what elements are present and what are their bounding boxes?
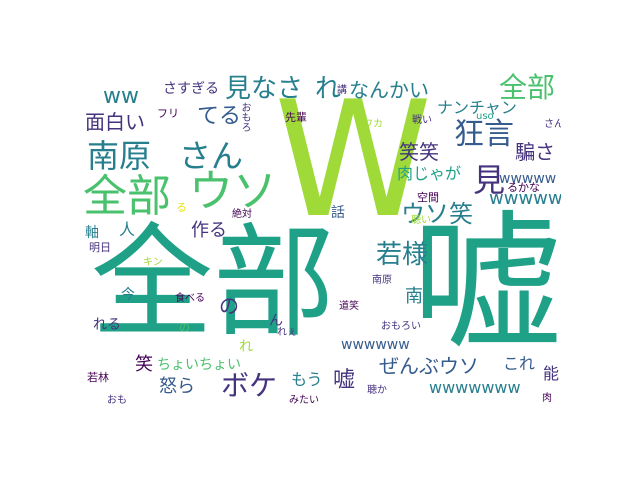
word-wakasama: 若様 (376, 240, 429, 270)
word-nanbara: 南原 (87, 137, 152, 175)
word-mou: もう (291, 370, 323, 389)
word-ima: 今 (121, 287, 135, 303)
word-damasa: 騙さ (515, 140, 555, 164)
word-nanbara-small: 南原 (372, 275, 392, 286)
word-wwwwwww: wwwwwww (429, 378, 521, 397)
word-sasugiru: さすぎる (163, 81, 219, 97)
word-zenbu-medium: 全部 (83, 171, 171, 222)
word-re-small: れ (239, 339, 253, 355)
word-re: れ (315, 74, 342, 104)
word-dou-wara: 道笑 (339, 301, 359, 312)
word-tsukuru: 作る (191, 220, 227, 241)
word-wwwww-a: wwwww (499, 171, 557, 187)
word-minasa: 見なさ (225, 74, 304, 104)
word-hanashi: 話 (331, 205, 345, 221)
word-omo: おも (107, 395, 127, 406)
word-nanchan: ナンチャン (437, 98, 517, 117)
word-nou: 能 (543, 364, 560, 383)
word-nankai: なんかい (349, 78, 429, 102)
word-zenbu-small: 全部 (499, 71, 556, 104)
word-ww: ww (103, 84, 139, 109)
word-uso-small: 嘘 (333, 368, 356, 393)
word-omoro: おもろ (239, 102, 250, 132)
word-waka: ワカ (363, 119, 383, 130)
word-niku: 肉 (542, 393, 552, 404)
word-ashita: 明日 (89, 241, 111, 254)
word-wara: 笑 (135, 354, 153, 375)
word-jiku: 軸 (85, 225, 99, 241)
word-ru: る (176, 201, 187, 214)
word-wakabayashi: 若林 (87, 371, 109, 384)
word-omoroi: おもろい (381, 321, 421, 332)
word-uso-latin: uso (476, 111, 494, 122)
word-rukana: るかな (507, 181, 540, 194)
word-warawara: 笑笑 (399, 140, 439, 164)
word-nikujaga: 肉じゃが (397, 164, 462, 183)
word-kikii: 聴い (411, 215, 431, 226)
word-no-small: の (179, 321, 190, 334)
word-kuukan: 空間 (417, 191, 439, 204)
word-kore: これ (503, 354, 536, 373)
word-san-small: さん (544, 119, 561, 130)
word-omoshiroi: 面白い (85, 110, 145, 134)
word-zettai: 絶対 (232, 209, 252, 220)
word-mitai: みたい (289, 395, 319, 406)
word-taberu: 食べる (175, 293, 205, 304)
word-san: さん (179, 137, 244, 175)
word-uso-wara: ウソ笑 (401, 200, 473, 228)
word-w-large: W (274, 66, 433, 253)
word-furi: フリ (157, 107, 179, 120)
word-kika: 聴か (367, 385, 387, 396)
word-uso-kanji: 嘘 (412, 198, 561, 372)
word-minami: 南 (405, 286, 423, 307)
word-n: ん (269, 313, 283, 329)
word-okora: 怒ら (159, 376, 195, 397)
word-ree: れぇ (277, 327, 297, 338)
word-mi: 見 (473, 161, 506, 199)
word-zenbu-uso: ぜんぶウソ (379, 354, 479, 378)
word-choichoi: ちょいちょい (157, 357, 241, 373)
word-boke: ボケ (221, 369, 278, 402)
word-reru: れる (93, 317, 121, 333)
word-wwwwww: wwwwww (341, 337, 410, 353)
word-kou: 講 (337, 85, 347, 96)
word-uso-katakana: ウソ (189, 166, 277, 217)
word-kyougen: 狂言 (454, 117, 514, 152)
word-hito: 人 (119, 220, 136, 239)
word-tatakai: 戦い (412, 115, 432, 126)
word-no: の (219, 294, 239, 318)
word-wwwww-b: wwwww (489, 188, 561, 209)
word-cloud: 嘘 全部 W 全部 ウソ 南原 さん 狂言 見なさ れ なんかい 全部 見 若様… (79, 60, 561, 420)
word-zenbu-large: 全部 (91, 212, 335, 354)
word-teru: てる (197, 104, 242, 129)
word-kin: キン (143, 257, 163, 268)
word-senpai: 先輩 (285, 111, 307, 124)
